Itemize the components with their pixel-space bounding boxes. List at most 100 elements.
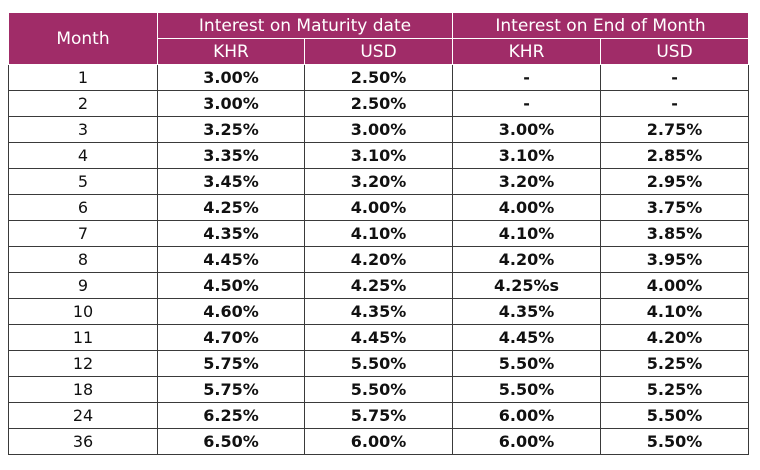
table-row: 8 4.45% 4.20% 4.20% 3.95% [8, 246, 750, 273]
maturity-usd-cell: 4.25% [303, 272, 454, 299]
table-row: 24 6.25% 5.75% 6.00% 5.50% [8, 402, 750, 429]
maturity-khr-cell: 5.75% [157, 376, 305, 403]
table-row: 6 4.25% 4.00% 4.00% 3.75% [8, 194, 750, 221]
maturity-khr-cell: 3.25% [157, 116, 305, 143]
end-month-usd-cell: 3.85% [600, 220, 750, 247]
maturity-usd-cell: 4.10% [303, 220, 454, 247]
maturity-usd-cell: 5.50% [303, 376, 454, 403]
header-row-currencies: KHR USD KHR USD [9, 38, 750, 65]
month-cell: 8 [8, 246, 158, 273]
month-cell: 18 [8, 376, 158, 403]
table-header: Month Interest on Maturity date Interest… [8, 12, 750, 65]
maturity-usd-cell: 2.50% [303, 90, 454, 117]
maturity-khr-cell: 4.25% [157, 194, 305, 221]
maturity-usd-cell: 3.00% [303, 116, 454, 143]
maturity-khr-cell: 3.00% [157, 90, 305, 117]
end-month-khr-cell: 4.20% [452, 246, 602, 273]
maturity-usd-cell: 5.75% [303, 402, 454, 429]
table-row: 10 4.60% 4.35% 4.35% 4.10% [8, 298, 750, 325]
header-currency-maturity-khr: KHR [157, 38, 305, 65]
header-group-end-of-month: Interest on End of Month [452, 12, 750, 39]
end-month-khr-cell: 3.00% [452, 116, 602, 143]
maturity-usd-cell: 3.10% [303, 142, 454, 169]
month-cell: 5 [8, 168, 158, 195]
header-currency-end-usd: USD [600, 38, 750, 65]
end-month-usd-cell: 4.20% [600, 324, 750, 351]
header-currency-end-khr: KHR [452, 38, 602, 65]
end-month-khr-cell: - [452, 64, 602, 91]
end-month-usd-cell: - [600, 90, 750, 117]
table-row: 36 6.50% 6.00% 6.00% 5.50% [8, 428, 750, 455]
end-month-usd-cell: 5.25% [600, 376, 750, 403]
end-month-khr-cell: 4.25%s [452, 272, 602, 299]
month-cell: 11 [8, 324, 158, 351]
end-month-usd-cell: 5.25% [600, 350, 750, 377]
maturity-khr-cell: 4.70% [157, 324, 305, 351]
table-body: 1 3.00% 2.50% - -2 3.00% 2.50% - -3 3.25% 3.00% 3.0… [8, 64, 750, 455]
end-month-usd-cell: 3.95% [600, 246, 750, 273]
month-cell: 10 [8, 298, 158, 325]
end-month-usd-cell: 4.10% [600, 298, 750, 325]
month-cell: 4 [8, 142, 158, 169]
maturity-usd-cell: 6.00% [303, 428, 454, 455]
maturity-usd-cell: 3.20% [303, 168, 454, 195]
end-month-khr-cell: 3.10% [452, 142, 602, 169]
month-cell: 6 [8, 194, 158, 221]
maturity-khr-cell: 5.75% [157, 350, 305, 377]
maturity-khr-cell: 4.35% [157, 220, 305, 247]
maturity-khr-cell: 3.45% [157, 168, 305, 195]
end-month-usd-cell: 2.75% [600, 116, 750, 143]
maturity-khr-cell: 6.50% [157, 428, 305, 455]
table-row: 18 5.75% 5.50% 5.50% 5.25% [8, 376, 750, 403]
maturity-usd-cell: 4.45% [303, 324, 454, 351]
end-month-khr-cell: 5.50% [452, 350, 602, 377]
table-row: 4 3.35% 3.10% 3.10% 2.85% [8, 142, 750, 169]
rates-table-container: Month Interest on Maturity date Interest… [8, 12, 750, 455]
interest-rate-table: Month Interest on Maturity date Interest… [8, 12, 750, 455]
end-month-usd-cell: 2.95% [600, 168, 750, 195]
table-row: 7 4.35% 4.10% 4.10% 3.85% [8, 220, 750, 247]
month-cell: 9 [8, 272, 158, 299]
table-row: 11 4.70% 4.45% 4.45% 4.20% [8, 324, 750, 351]
end-month-usd-cell: 4.00% [600, 272, 750, 299]
end-month-khr-cell: 3.20% [452, 168, 602, 195]
table-row: 5 3.45% 3.20% 3.20% 2.95% [8, 168, 750, 195]
end-month-khr-cell: 4.45% [452, 324, 602, 351]
maturity-usd-cell: 4.20% [303, 246, 454, 273]
table-row: 9 4.50% 4.25% 4.25%s 4.00% [8, 272, 750, 299]
end-month-khr-cell: 5.50% [452, 376, 602, 403]
end-month-khr-cell: 4.10% [452, 220, 602, 247]
end-month-khr-cell: - [452, 90, 602, 117]
month-cell: 36 [8, 428, 158, 455]
end-month-khr-cell: 4.00% [452, 194, 602, 221]
end-month-usd-cell: 5.50% [600, 402, 750, 429]
table-row: 1 3.00% 2.50% - - [8, 64, 750, 91]
maturity-khr-cell: 3.00% [157, 64, 305, 91]
maturity-usd-cell: 4.35% [303, 298, 454, 325]
month-cell: 2 [8, 90, 158, 117]
header-group-maturity: Interest on Maturity date [156, 12, 454, 39]
maturity-khr-cell: 4.60% [157, 298, 305, 325]
header-month: Month [8, 12, 158, 65]
end-month-khr-cell: 6.00% [452, 428, 602, 455]
end-month-usd-cell: - [600, 64, 750, 91]
end-month-usd-cell: 5.50% [600, 428, 750, 455]
table-row: 3 3.25% 3.00% 3.00% 2.75% [8, 116, 750, 143]
month-cell: 7 [8, 220, 158, 247]
header-row-groups: Month Interest on Maturity date Interest… [8, 12, 750, 65]
month-cell: 24 [8, 402, 158, 429]
maturity-khr-cell: 4.50% [157, 272, 305, 299]
table-row: 12 5.75% 5.50% 5.50% 5.25% [8, 350, 750, 377]
maturity-usd-cell: 5.50% [303, 350, 454, 377]
header-currency-maturity-usd: USD [303, 38, 454, 65]
table-row: 2 3.00% 2.50% - - [8, 90, 750, 117]
maturity-khr-cell: 4.45% [157, 246, 305, 273]
month-cell: 1 [8, 64, 158, 91]
end-month-khr-cell: 4.35% [452, 298, 602, 325]
maturity-khr-cell: 6.25% [157, 402, 305, 429]
maturity-usd-cell: 4.00% [303, 194, 454, 221]
end-month-usd-cell: 2.85% [600, 142, 750, 169]
maturity-khr-cell: 3.35% [157, 142, 305, 169]
maturity-usd-cell: 2.50% [303, 64, 454, 91]
end-month-khr-cell: 6.00% [452, 402, 602, 429]
